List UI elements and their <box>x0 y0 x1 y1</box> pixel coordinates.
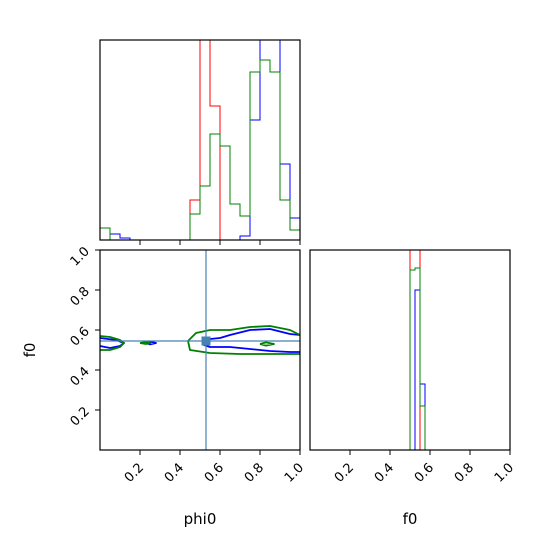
hist-f0-xtick-label: 0.2 <box>332 460 357 485</box>
contour-series-2 <box>187 325 300 355</box>
hist-f0-frame <box>309 249 511 451</box>
xlabel-f0: f0 <box>403 510 418 528</box>
contour-xtick-label: 0.8 <box>242 460 267 485</box>
ylabel-f0: f0 <box>21 343 39 358</box>
contour-ytick-label: 0.2 <box>68 404 93 429</box>
hist-f0-xtick-label: 0.4 <box>372 460 397 485</box>
hist-f0-xtick-label: 0.8 <box>452 460 477 485</box>
contour-series-2 <box>100 335 125 351</box>
contour-xtick-label: 1.0 <box>282 460 307 485</box>
contour-ytick-label: 0.4 <box>68 364 93 389</box>
hist-f0-xtick-label: 1.0 <box>492 460 517 485</box>
hist-f0-xtick-label: 0.6 <box>412 460 437 485</box>
contour-xtick-label: 0.2 <box>122 460 147 485</box>
phi0-f0-contour-panel: 0.2 0.4 0.6 0.8 1.0 0.2 0.4 0.6 0.8 1.0 <box>68 244 307 485</box>
contour-series-2 <box>139 341 151 345</box>
contour-xtick-label: 0.4 <box>162 460 187 485</box>
xlabel-phi0: phi0 <box>184 510 217 528</box>
contour-series-2 <box>259 341 275 347</box>
contour-ytick-label: 0.6 <box>68 324 93 349</box>
contour-ytick-label: 1.0 <box>68 244 93 269</box>
hist-phi0-frame <box>99 39 301 241</box>
contour-xtick-label: 0.6 <box>202 460 227 485</box>
hist-phi0-panel <box>99 39 301 245</box>
truth-point <box>201 336 211 346</box>
hist-f0-series-2 <box>409 267 430 450</box>
contour-frame <box>99 249 301 451</box>
hist-phi0-series-2 <box>100 59 300 240</box>
hist-phi0-series-0 <box>100 40 300 240</box>
contour-ytick-label: 0.8 <box>68 284 93 309</box>
hist-f0-panel: 0.2 0.4 0.6 0.8 1.0 <box>309 249 517 486</box>
